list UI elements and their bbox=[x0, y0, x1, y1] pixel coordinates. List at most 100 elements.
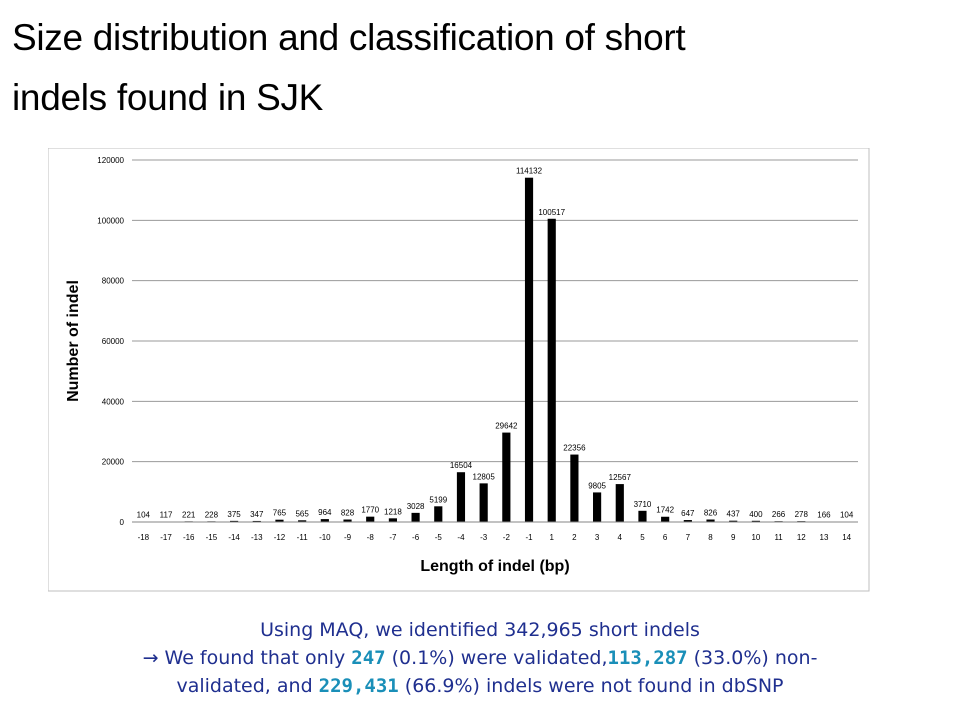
x-tick-label: -16 bbox=[183, 533, 195, 542]
x-tick-label: 2 bbox=[572, 533, 577, 542]
data-label: 437 bbox=[727, 510, 741, 519]
data-label: 104 bbox=[840, 511, 854, 520]
x-tick-label: 7 bbox=[686, 533, 691, 542]
data-label: 400 bbox=[749, 510, 763, 519]
data-label: 221 bbox=[182, 510, 196, 519]
x-tick-label: -13 bbox=[251, 533, 263, 542]
x-tick-label: 6 bbox=[663, 533, 668, 542]
chart-container: 0 20000 40000 60000 80000 100000 120000 104 117… bbox=[47, 147, 870, 597]
y-axis-title: Number of indel bbox=[65, 280, 82, 402]
slide-title-line1: Size distribution and classification of … bbox=[12, 17, 686, 58]
slide-title-line2: indels found in SJK bbox=[12, 77, 324, 118]
data-label: 3710 bbox=[634, 500, 652, 509]
bars bbox=[139, 177, 851, 523]
data-label: 266 bbox=[772, 510, 786, 519]
x-tick-label: 14 bbox=[842, 533, 851, 542]
x-tick-label: -8 bbox=[367, 533, 375, 542]
data-label: 828 bbox=[341, 509, 355, 518]
x-tick-label: 9 bbox=[731, 533, 736, 542]
y-tick-label: 80000 bbox=[102, 277, 125, 286]
bar bbox=[411, 512, 420, 522]
data-label: 12805 bbox=[473, 472, 496, 481]
x-tick-label: -10 bbox=[319, 533, 331, 542]
bar bbox=[275, 519, 284, 522]
data-label: 5199 bbox=[429, 495, 447, 504]
x-tick-label: 1 bbox=[549, 533, 554, 542]
bar bbox=[570, 454, 579, 522]
y-tick-label: 0 bbox=[120, 518, 125, 527]
slide-title: Size distribution and classification of … bbox=[12, 8, 932, 128]
x-tick-label: 13 bbox=[820, 533, 829, 542]
data-label: 347 bbox=[250, 510, 264, 519]
data-label: 826 bbox=[704, 509, 718, 518]
bar bbox=[252, 520, 261, 522]
nonvalidated-count: 113,287 bbox=[607, 647, 688, 669]
bar bbox=[638, 510, 647, 522]
bar bbox=[479, 483, 488, 522]
x-tick-label: -17 bbox=[160, 533, 172, 542]
bar bbox=[388, 518, 397, 522]
bar bbox=[524, 177, 534, 523]
x-tick-label: -3 bbox=[480, 533, 488, 542]
caption-text: (33.0%) non- bbox=[687, 647, 818, 669]
caption-text: validated, and bbox=[176, 675, 319, 697]
x-tick-label: 10 bbox=[751, 533, 760, 542]
x-tick-label: -6 bbox=[412, 533, 420, 542]
data-label: 565 bbox=[295, 509, 309, 518]
bar bbox=[661, 516, 670, 522]
bar bbox=[320, 519, 329, 522]
bar bbox=[343, 519, 352, 522]
caption-text: We found that only bbox=[158, 647, 352, 669]
bar bbox=[366, 516, 375, 522]
bar bbox=[706, 519, 715, 522]
bar bbox=[456, 472, 466, 522]
x-tick-label: -18 bbox=[138, 533, 150, 542]
data-label: 1218 bbox=[384, 507, 402, 516]
data-label: 29642 bbox=[495, 422, 518, 431]
x-tick-label: -2 bbox=[503, 533, 511, 542]
summary-caption: Using MAQ, we identified 342,965 short i… bbox=[0, 616, 960, 700]
caption-line2: → We found that only 247 (0.1%) were val… bbox=[0, 644, 960, 672]
data-label: 375 bbox=[227, 510, 241, 519]
caption-text: (0.1%) were validated, bbox=[385, 647, 608, 669]
x-tick-label: -14 bbox=[228, 533, 240, 542]
caption-text: (66.9%) indels were not found in dbSNP bbox=[398, 675, 784, 697]
x-tick-label: 11 bbox=[774, 533, 783, 542]
data-label: 22356 bbox=[563, 444, 586, 453]
x-tick-label: -4 bbox=[457, 533, 465, 542]
x-tick-label: 5 bbox=[640, 533, 645, 542]
x-tick-label: -1 bbox=[525, 533, 533, 542]
data-label: 765 bbox=[273, 509, 287, 518]
y-tick-label: 20000 bbox=[102, 458, 125, 467]
x-tick-label: 4 bbox=[618, 533, 623, 542]
data-label: 16504 bbox=[450, 461, 473, 470]
validated-count: 247 bbox=[351, 647, 386, 669]
bar bbox=[502, 432, 511, 522]
bar bbox=[615, 484, 624, 522]
x-tick-labels: -18 -17 -16 -15 -14 -13 -12 -11 -10 -9 -8 -7 -6 -5 -4-… bbox=[138, 533, 852, 542]
x-tick-label: -7 bbox=[389, 533, 397, 542]
data-label: 100517 bbox=[538, 208, 565, 217]
x-tick-label: 3 bbox=[595, 533, 600, 542]
caption-line1: Using MAQ, we identified 342,965 short i… bbox=[260, 619, 700, 641]
x-tick-label: -11 bbox=[297, 533, 309, 542]
data-label: 964 bbox=[318, 508, 332, 517]
data-label: 1770 bbox=[361, 506, 379, 515]
data-label: 3028 bbox=[407, 502, 425, 511]
bar bbox=[298, 520, 307, 522]
y-tick-label: 100000 bbox=[97, 216, 124, 225]
data-label: 278 bbox=[795, 510, 809, 519]
data-label: 117 bbox=[160, 511, 173, 520]
data-label: 166 bbox=[817, 510, 831, 519]
not-in-dbsnp-count: 229,431 bbox=[318, 675, 399, 697]
data-label: 1742 bbox=[656, 506, 674, 515]
data-label: 114132 bbox=[516, 167, 543, 176]
y-tick-label: 60000 bbox=[102, 337, 125, 346]
x-tick-label: -9 bbox=[344, 533, 352, 542]
arrow-icon: → bbox=[142, 647, 159, 669]
x-axis-title: Length of indel (bp) bbox=[420, 558, 569, 575]
y-tick-label: 120000 bbox=[97, 156, 124, 165]
bar bbox=[230, 520, 239, 522]
data-label: 228 bbox=[205, 510, 219, 519]
